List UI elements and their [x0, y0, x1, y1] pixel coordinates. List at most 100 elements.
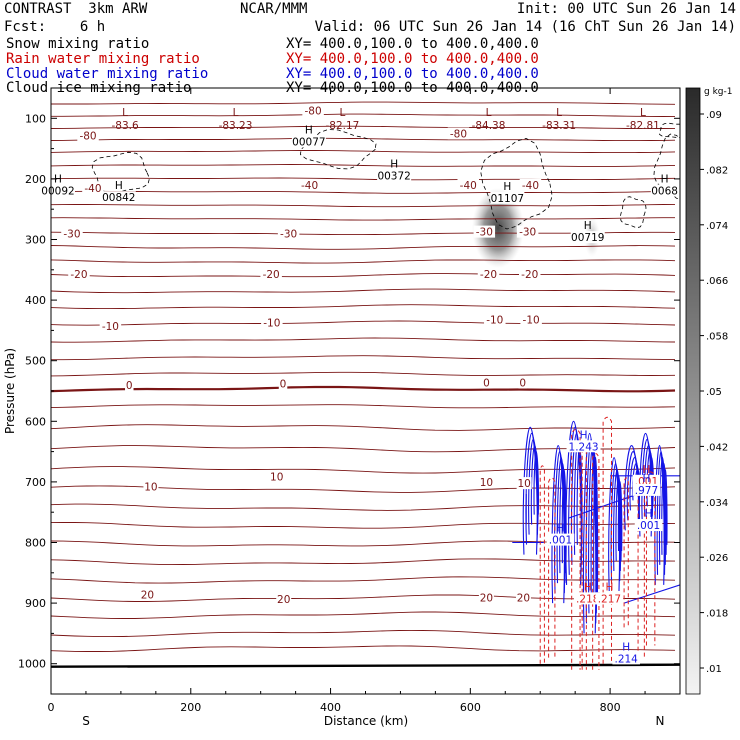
temperature-contour-labels: -80 -80 -80 -40 -40 -40 -40 -30 -30 -30 -30 -20 -20 -… [61, 104, 542, 606]
isotherm-label: -80 [450, 128, 467, 140]
isotherm-line [51, 288, 676, 294]
isotherm-label: -80 [79, 130, 96, 142]
high-value-bg [634, 519, 663, 532]
high-marker: H [580, 429, 588, 441]
isotherm-label: 0 [280, 379, 287, 391]
high-marker: H [643, 464, 651, 476]
isotherm-label: 0 [483, 378, 490, 390]
isotherm-line [51, 304, 676, 310]
rain-water-contour [539, 465, 545, 664]
low-marker: L [233, 107, 239, 119]
isotherm-line [51, 576, 676, 584]
low-marker: L [556, 107, 562, 119]
legend-snow-name: Snow mixing ratio [6, 36, 150, 52]
isotherm-label-bg [477, 268, 500, 281]
isotherm-line [51, 245, 676, 250]
isotherm-label-bg [269, 470, 285, 483]
south-end-label: S [82, 714, 90, 728]
isotherm-line [51, 190, 676, 194]
high-value: .001 [637, 520, 660, 532]
colorbar-tick-label: .026 [706, 553, 728, 564]
rain-water-contour [602, 416, 613, 664]
isotherm-label: -30 [63, 228, 80, 240]
high-value: 1.243 [569, 441, 599, 453]
isotherm-label-bg [518, 268, 541, 281]
isotherm-label: 0 [126, 380, 133, 392]
low-marker: L [640, 107, 646, 119]
legend-snow-xy: XY= 400.0,100.0 to 400.0,400.0 [286, 36, 539, 52]
isotherm-label-bg [484, 313, 506, 326]
colorbar-unit: g kg-1 [704, 87, 732, 97]
isotherm-label-bg [302, 104, 324, 117]
y-tick-label: 900 [25, 597, 46, 610]
isotherm-label: 10 [517, 478, 530, 490]
high-value-bg [632, 474, 661, 487]
isotherm-label: -10 [523, 314, 540, 326]
colorbar-tick-label: .058 [706, 332, 728, 343]
isotherm-label: -30 [280, 228, 297, 240]
isotherm-label: -20 [480, 269, 497, 281]
isotherm-label: -10 [486, 314, 503, 326]
isotherm-line [51, 466, 676, 474]
high-value: 01107 [491, 193, 524, 205]
rain-water-contour [623, 477, 629, 628]
isotherm-label: -20 [70, 269, 87, 281]
x-tick-label: 800 [600, 701, 621, 714]
y-tick-label: 200 [25, 173, 46, 186]
cloud-water-contour [582, 432, 597, 634]
high-marker: H [54, 174, 62, 186]
isotherm-line [51, 629, 676, 638]
cloud-water-contour [658, 456, 667, 565]
isotherm-label: -30 [519, 227, 536, 239]
low-marker: L [486, 107, 492, 119]
colorbar-tick-label: .082 [706, 165, 728, 176]
isotherm-line [51, 645, 676, 652]
isotherm-label-bg [278, 377, 288, 390]
colorbar-tick-label: .01 [706, 664, 722, 675]
isotherm-label-bg [478, 475, 494, 488]
isotherm-line [51, 137, 676, 142]
colorbar-tick-label: .09 [706, 110, 722, 121]
isotherm-label: -40 [522, 180, 539, 192]
legend-cloud-water-xy: XY= 400.0,100.0 to 400.0,400.0 [286, 66, 539, 82]
rain-water-contour [592, 453, 600, 670]
cloud-water-contour [533, 450, 540, 515]
isotherm-label-bg [139, 588, 155, 601]
high-marker: H [643, 473, 651, 485]
isotherm-label-bg [447, 127, 470, 140]
high-value: 0068 [651, 186, 678, 198]
y-tick-label: 700 [25, 476, 46, 489]
isotherm-line [51, 371, 676, 377]
isotherm-label-bg [61, 227, 83, 240]
isotherm-line [51, 611, 676, 619]
colorbar-tick-label: .05 [706, 387, 722, 398]
x-tick-label: 400 [320, 701, 341, 714]
high-value-bg [490, 191, 525, 204]
colorbar-gradient [685, 87, 701, 695]
isotherm-label: -10 [263, 318, 280, 330]
isotherm-label-bg [143, 480, 159, 493]
y-tick-label: 300 [25, 234, 46, 247]
extrema-labels: L-83.6L-83.23L-82.17L-84.38L-83.31L-82.8… [40, 107, 679, 665]
legend-rain-xy: XY= 400.0,100.0 to 400.0,400.0 [286, 51, 539, 67]
high-marker: H [622, 641, 630, 653]
isotherm-label: 10 [480, 477, 493, 489]
colorbar: .01 .018 .026 .034 .042 .05 .058 .066 .074 .082 .0… [685, 87, 728, 695]
high-value: 00077 [292, 136, 325, 148]
cloud-ice-contour [91, 151, 150, 194]
isotherm-label: 20 [141, 590, 154, 602]
high-marker: H [557, 523, 565, 535]
legend-cloud-water-name: Cloud water mixing ratio [6, 66, 209, 82]
y-tick-label: 400 [25, 294, 46, 307]
isotherm-label-bg [515, 591, 531, 604]
high-value: 00092 [41, 186, 74, 198]
y-tick-label: 1000 [18, 658, 46, 671]
cloud-ice-contour [480, 137, 553, 230]
high-marker: H [584, 581, 592, 593]
isotherm-label-bg [99, 320, 122, 333]
high-marker: H [115, 180, 123, 192]
isotherm-label: -40 [84, 183, 101, 195]
isotherm-label-bg [516, 225, 539, 238]
